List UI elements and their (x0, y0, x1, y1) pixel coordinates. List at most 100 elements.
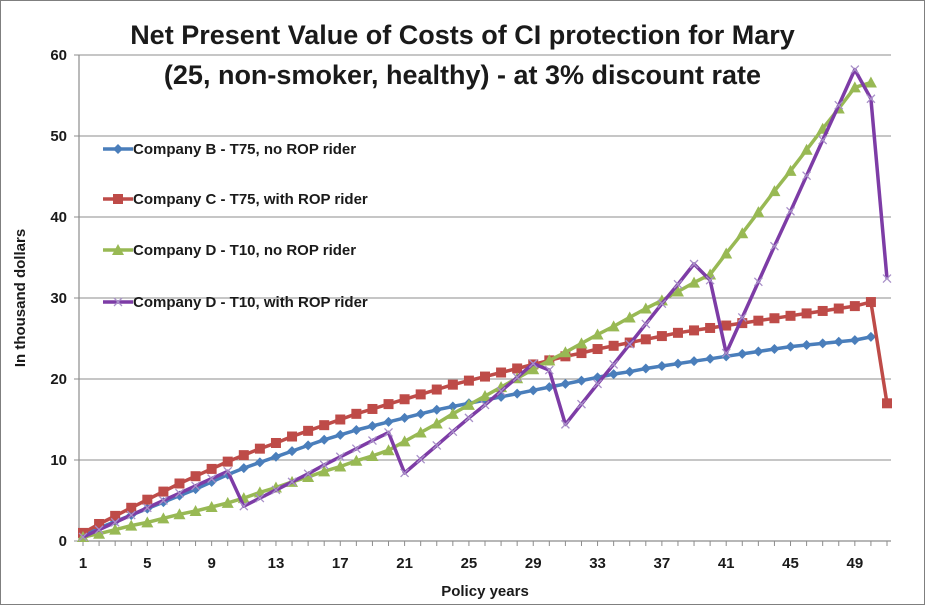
data-point (174, 478, 185, 489)
data-point (866, 94, 876, 104)
data-point (737, 312, 747, 322)
x-tick-label: 33 (589, 555, 606, 572)
data-point (319, 460, 329, 470)
data-point (543, 354, 556, 366)
data-point (94, 525, 104, 535)
data-point (415, 408, 426, 419)
data-point (398, 435, 411, 447)
chart-title: Net Present Value of Costs of CI protect… (1, 15, 924, 95)
x-axis-label: Policy years (441, 583, 529, 600)
data-point (383, 416, 394, 427)
data-point (400, 468, 410, 478)
legend: Company B - T75, no ROP rider Company C -… (103, 141, 368, 311)
data-point (737, 318, 748, 329)
data-point (785, 310, 796, 321)
data-point (721, 320, 732, 331)
data-point (93, 527, 106, 539)
data-point (496, 386, 506, 396)
data-point (335, 429, 346, 440)
data-point (512, 388, 523, 399)
data-point (207, 474, 217, 484)
data-point (705, 353, 716, 364)
data-point (287, 477, 297, 487)
legend-marker (113, 194, 123, 204)
y-tick-label: 20 (50, 371, 67, 388)
x-tick-label: 37 (654, 555, 671, 572)
data-point (173, 508, 186, 520)
data-point (125, 519, 138, 531)
data-point (720, 247, 733, 259)
data-point (882, 398, 892, 409)
data-point (640, 334, 651, 345)
series-line (82, 335, 872, 537)
data-point (671, 285, 684, 297)
x-tick-label: 21 (396, 555, 413, 572)
data-point (560, 378, 571, 389)
data-point (463, 375, 474, 386)
y-tick-labels: 0 10 20 30 40 50 60 (50, 47, 67, 550)
data-point (383, 399, 394, 410)
data-point (351, 408, 362, 419)
data-point (560, 419, 570, 429)
chart-title-line-2: (25, non-smoker, healthy) - at 3% discou… (163, 60, 762, 90)
data-point (623, 311, 636, 323)
data-point (110, 517, 120, 527)
data-point (817, 338, 828, 349)
data-point (608, 340, 619, 351)
data-point (447, 379, 458, 390)
data-point (592, 344, 603, 355)
data-point (238, 463, 249, 474)
data-point (126, 510, 136, 520)
data-point (768, 185, 781, 197)
legend-marker (113, 297, 123, 307)
data-point (785, 341, 796, 352)
data-point (849, 335, 860, 346)
data-point (737, 348, 748, 359)
data-point (753, 277, 763, 287)
data-point (223, 466, 233, 476)
data-point (190, 471, 201, 482)
data-point (446, 407, 459, 419)
data-point (254, 457, 265, 468)
data-point (640, 363, 651, 374)
y-tick-label: 30 (50, 290, 67, 307)
legend-label: Company C - T75, with ROP rider (133, 191, 368, 208)
data-point (833, 303, 844, 314)
data-point (593, 379, 603, 389)
data-point (384, 428, 393, 437)
data-point (479, 390, 491, 402)
data-point (800, 143, 813, 155)
axes (78, 55, 891, 542)
chart-title-line-1: Net Present Value of Costs of CI protect… (130, 20, 795, 50)
data-point (142, 494, 153, 505)
legend-label: Company D - T10, no ROP rider (133, 242, 356, 259)
data-point (849, 301, 860, 312)
x-tick-label: 5 (143, 555, 151, 572)
data-point (834, 100, 844, 110)
data-point (142, 503, 152, 513)
data-point (367, 436, 377, 446)
legend-label: Company B - T75, no ROP rider (133, 141, 356, 158)
data-point (721, 348, 731, 358)
legend-marker (113, 144, 123, 154)
data-point (688, 276, 701, 288)
data-point (334, 460, 347, 472)
series-lines (77, 65, 892, 542)
data-point (673, 279, 683, 289)
series-3 (77, 76, 877, 542)
data-point (431, 404, 442, 415)
data-point (624, 366, 635, 377)
data-point (575, 337, 588, 349)
data-point (608, 369, 619, 380)
data-point (527, 363, 540, 375)
data-point (591, 328, 604, 340)
y-axis-label: In thousand dollars (12, 229, 29, 367)
legend-item: Company B - T75, no ROP rider (103, 141, 356, 158)
data-point (689, 356, 700, 367)
data-point (528, 359, 538, 369)
data-point (447, 401, 458, 412)
data-point (657, 299, 667, 309)
data-point (786, 206, 795, 216)
